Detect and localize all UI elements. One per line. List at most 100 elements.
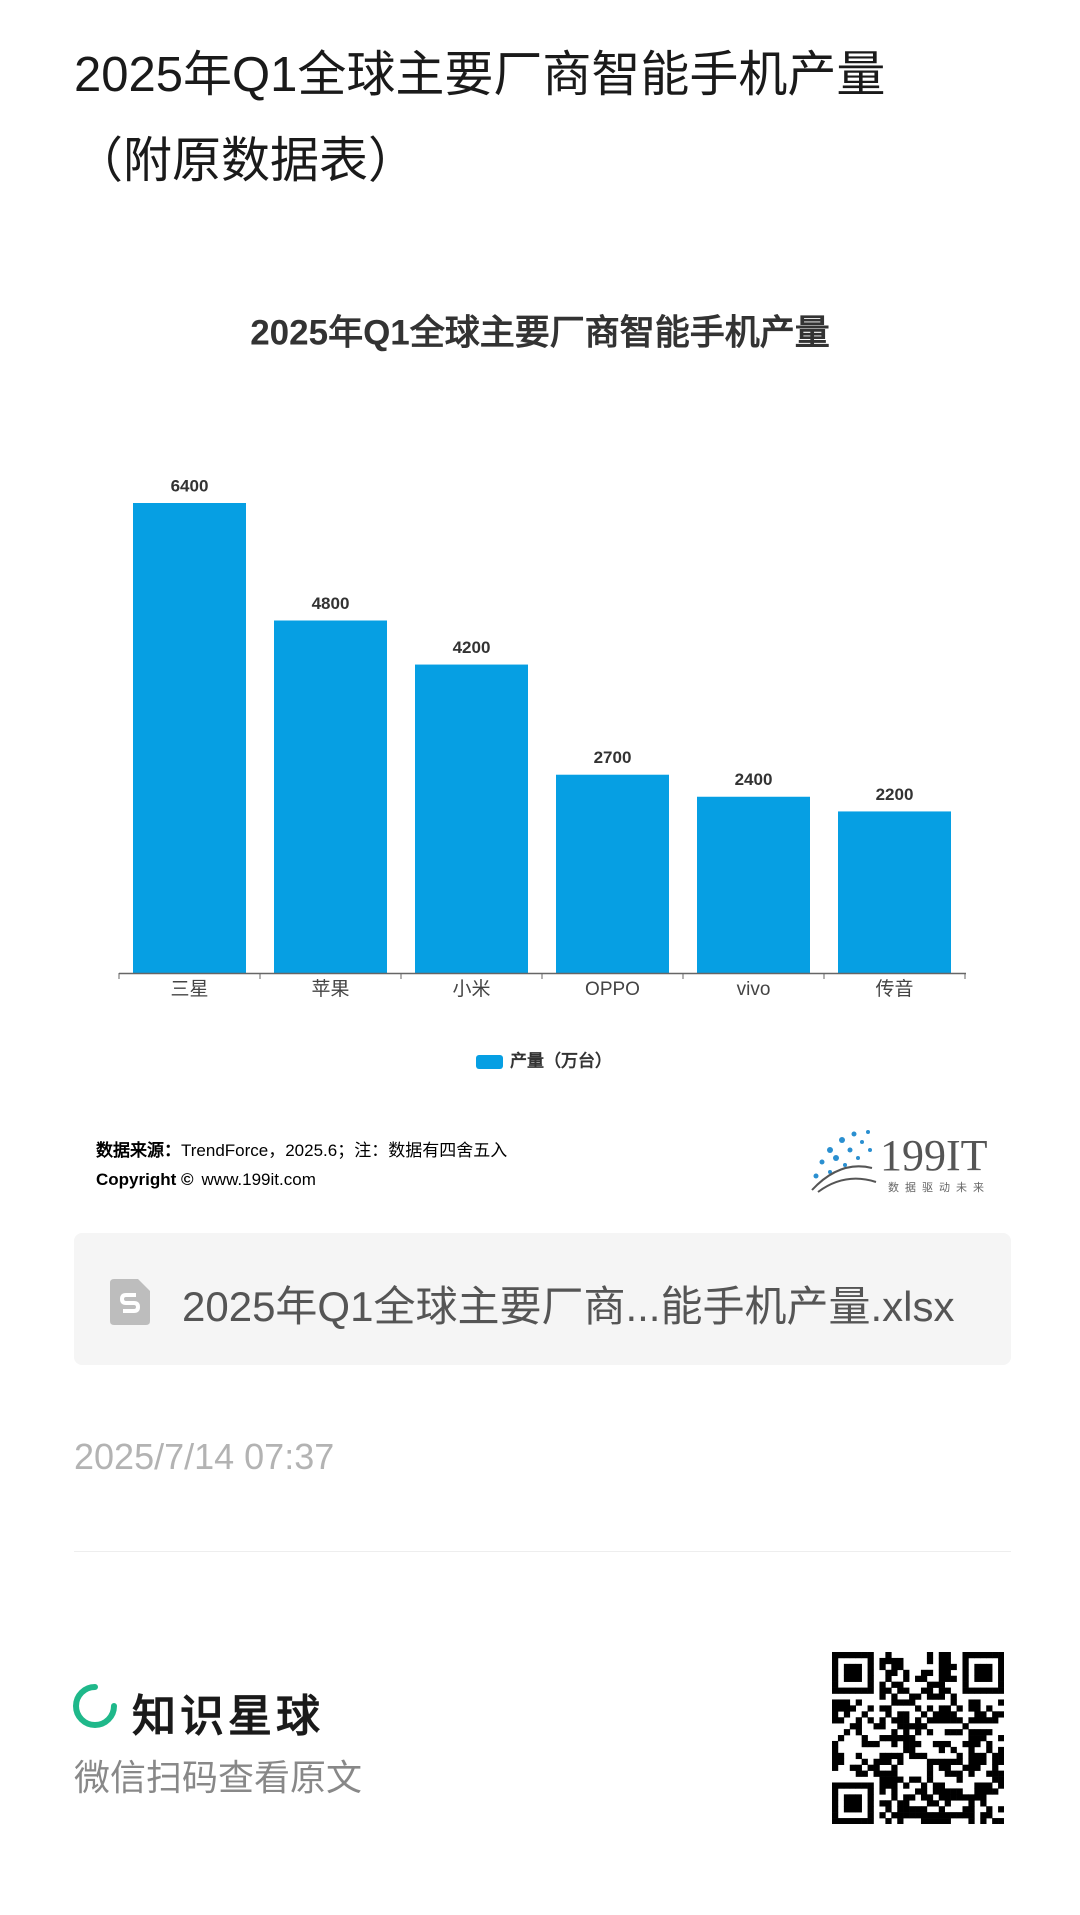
qr-module (832, 1657, 839, 1665)
qr-module (879, 1723, 886, 1730)
qr-module (962, 1652, 969, 1659)
qr-module (879, 1758, 886, 1765)
qr-module (926, 1776, 934, 1783)
qr-module (998, 1782, 1004, 1789)
qr-module (837, 1782, 845, 1789)
qr-module (909, 1752, 916, 1760)
qr-module (992, 1764, 999, 1771)
qr-module (938, 1693, 945, 1700)
qr-module (879, 1776, 886, 1783)
qr-module (950, 1746, 957, 1754)
qr-module (962, 1669, 969, 1677)
qr-module (832, 1812, 839, 1819)
qr-module (843, 1818, 851, 1824)
qr-module (932, 1740, 940, 1748)
qr-module (974, 1675, 981, 1682)
qr-module (832, 1752, 839, 1760)
qr-module (915, 1806, 922, 1813)
qr-module (998, 1675, 1004, 1682)
qr-module (867, 1740, 874, 1748)
qr-module (915, 1705, 922, 1712)
qr-module (867, 1806, 874, 1813)
qr-module (849, 1669, 857, 1677)
qr-module (950, 1711, 957, 1718)
qr-module (950, 1699, 957, 1706)
qr-module (897, 1758, 904, 1765)
qr-module (998, 1746, 1004, 1754)
qr-module (944, 1818, 951, 1824)
qr-module (867, 1657, 874, 1665)
qr-code[interactable] (832, 1652, 1004, 1824)
bar (556, 774, 669, 973)
qr-module (968, 1717, 975, 1724)
qr-module (867, 1782, 874, 1789)
qr-module (968, 1746, 975, 1754)
qr-module (974, 1652, 981, 1659)
qr-module (885, 1800, 892, 1807)
qr-module (903, 1729, 910, 1736)
qr-module (938, 1740, 945, 1748)
data-label: 6400 (171, 476, 209, 495)
qr-module (873, 1723, 880, 1730)
qr-module (950, 1717, 957, 1724)
qr-module (915, 1717, 922, 1724)
qr-module (849, 1800, 857, 1807)
qr-module (968, 1705, 975, 1712)
qr-module (903, 1675, 910, 1682)
qr-module (897, 1711, 904, 1718)
qr-module (968, 1735, 975, 1742)
qr-module (998, 1669, 1004, 1677)
qr-module (926, 1770, 934, 1777)
qr-module (909, 1699, 916, 1706)
qr-module (909, 1812, 916, 1819)
qr-module (938, 1818, 945, 1824)
file-name[interactable]: 2025年Q1全球主要厂商...能手机产量.xlsx (182, 1283, 955, 1330)
qr-module (832, 1788, 839, 1795)
qr-module (837, 1758, 845, 1765)
qr-module (855, 1663, 862, 1671)
qr-module (849, 1675, 857, 1682)
qr-module (867, 1788, 874, 1795)
qr-module (938, 1758, 945, 1765)
qr-module (915, 1729, 922, 1736)
chart: 2025年Q1全球主要厂商智能手机产量 数据来源：TrendForce，2025… (96, 312, 988, 1194)
qr-module (855, 1652, 862, 1659)
qr-module (968, 1794, 975, 1801)
qr-module (938, 1705, 945, 1712)
qr-module (920, 1752, 928, 1760)
qr-module (944, 1770, 951, 1777)
qr-module (909, 1746, 916, 1754)
qr-module (885, 1776, 892, 1783)
x-tick-label: 苹果 (311, 978, 349, 1000)
qr-module (837, 1652, 845, 1659)
qr-module (855, 1687, 862, 1694)
qr-module (980, 1782, 987, 1789)
qr-module (944, 1705, 951, 1712)
qr-module (832, 1705, 839, 1712)
qr-module (968, 1812, 975, 1819)
qr-module (915, 1812, 922, 1819)
qr-module (903, 1806, 910, 1813)
qr-module (944, 1740, 951, 1748)
qr-module (861, 1740, 868, 1748)
qr-module (855, 1806, 862, 1813)
qr-module (915, 1740, 922, 1748)
qr-module (885, 1770, 892, 1777)
x-tick-label: 传音 (875, 978, 913, 1000)
qr-module (903, 1687, 910, 1694)
qr-module (956, 1752, 963, 1760)
qr-module (998, 1711, 1004, 1718)
qr-module (986, 1746, 993, 1754)
qr-module (897, 1806, 904, 1813)
bar (415, 664, 528, 973)
qr-module (855, 1729, 862, 1736)
qr-module (950, 1770, 957, 1777)
qr-module (986, 1652, 993, 1659)
file-card[interactable] (74, 1233, 1011, 1365)
qr-module (879, 1812, 886, 1819)
qr-module (879, 1735, 886, 1742)
qr-module (867, 1717, 874, 1724)
brand-icon (73, 1684, 117, 1728)
qr-module (843, 1652, 851, 1659)
qr-module (974, 1729, 981, 1736)
